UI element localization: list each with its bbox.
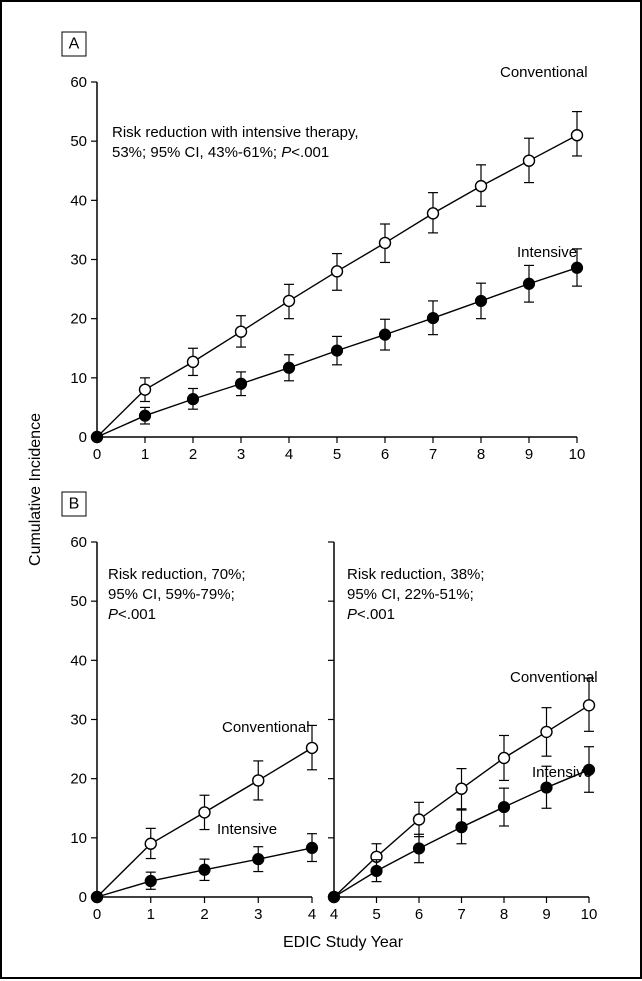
marker-intensive — [188, 394, 199, 405]
panel-a: 0 10 20 30 40 50 60 0 1 2 3 4 5 6 7 8 9 10 A Risk reduction… — [62, 32, 588, 463]
x-tick-label: 7 — [429, 446, 437, 463]
x-tick-label: 10 — [569, 446, 586, 463]
marker-conventional — [499, 752, 510, 763]
marker-intensive — [371, 865, 382, 876]
y-tick-label: 30 — [70, 252, 87, 269]
series-label-intensive: Intensive — [532, 764, 592, 781]
x-tick-label: 0 — [93, 446, 101, 463]
marker-intensive — [145, 876, 156, 887]
marker-intensive — [329, 892, 340, 903]
marker-conventional — [188, 356, 199, 367]
y-tick-label: 20 — [70, 771, 87, 788]
panel-label: A — [69, 36, 80, 53]
y-axis-title: Cumulative Incidence — [27, 413, 44, 566]
y-tick-label: 50 — [70, 133, 87, 150]
y-tick-label: 10 — [70, 370, 87, 387]
marker-intensive — [524, 278, 535, 289]
marker-intensive — [253, 854, 264, 865]
series-label-intensive: Intensive — [217, 821, 277, 838]
figure-frame: 0102030405060012345678910ARisk reduction… — [0, 0, 642, 979]
marker-conventional — [332, 266, 343, 277]
marker-conventional — [140, 384, 151, 395]
marker-intensive — [284, 362, 295, 373]
marker-intensive — [332, 345, 343, 356]
series-label-conventional: Conventional — [222, 719, 310, 736]
y-tick-label: 20 — [70, 311, 87, 328]
marker-intensive — [499, 802, 510, 813]
x-tick-label: 8 — [500, 906, 508, 923]
marker-conventional — [414, 814, 425, 825]
marker-intensive — [414, 843, 425, 854]
marker-intensive — [456, 822, 467, 833]
x-tick-label: 6 — [415, 906, 423, 923]
x-tick-label: 2 — [200, 906, 208, 923]
marker-conventional — [307, 742, 318, 753]
marker-conventional — [524, 155, 535, 166]
marker-intensive — [380, 329, 391, 340]
panel-label: B — [69, 496, 80, 513]
y-tick-label: 50 — [70, 593, 87, 610]
marker-conventional — [199, 807, 210, 818]
x-tick-label: 0 — [93, 906, 101, 923]
series-label-intensive: Intensive — [517, 244, 577, 261]
y-tick-label: 30 — [70, 712, 87, 729]
x-tick-label: 5 — [372, 906, 380, 923]
x-tick-label: 9 — [542, 906, 550, 923]
series-label-conventional: Conventional — [510, 669, 598, 686]
marker-conventional — [584, 700, 595, 711]
y-tick-label: 60 — [70, 74, 87, 91]
marker-intensive — [572, 262, 583, 273]
figure-svg: 0102030405060012345678910ARisk reduction… — [2, 2, 642, 981]
panel-b-left: 0 10 20 30 40 50 60 0 1 2 3 4 B Risk reduction, 70%;9… — [62, 492, 318, 923]
marker-conventional — [456, 783, 467, 794]
y-tick-label: 40 — [70, 192, 87, 209]
marker-intensive — [236, 378, 247, 389]
marker-intensive — [541, 782, 552, 793]
x-tick-label: 2 — [189, 446, 197, 463]
x-tick-label: 9 — [525, 446, 533, 463]
marker-conventional — [284, 295, 295, 306]
x-tick-label: 1 — [141, 446, 149, 463]
x-tick-label: 1 — [147, 906, 155, 923]
y-tick-label: 40 — [70, 652, 87, 669]
marker-conventional — [476, 181, 487, 192]
marker-conventional — [145, 838, 156, 849]
x-tick-label: 3 — [237, 446, 245, 463]
marker-intensive — [428, 313, 439, 324]
x-tick-label: 3 — [254, 906, 262, 923]
series-label-conventional: Conventional — [500, 64, 588, 81]
marker-conventional — [380, 237, 391, 248]
y-tick-label: 10 — [70, 830, 87, 847]
marker-intensive — [92, 432, 103, 443]
y-tick-label: 60 — [70, 534, 87, 551]
marker-conventional — [236, 326, 247, 337]
risk-reduction-annotation: Risk reduction, 70%;95% CI, 59%-79%;P<.0… — [108, 566, 246, 623]
marker-intensive — [199, 864, 210, 875]
x-tick-label: 10 — [581, 906, 598, 923]
marker-intensive — [307, 842, 318, 853]
y-tick-label: 0 — [79, 889, 87, 906]
marker-conventional — [253, 775, 264, 786]
x-tick-label: 5 — [333, 446, 341, 463]
y-tick-label: 0 — [79, 429, 87, 446]
x-tick-label: 4 — [308, 906, 316, 923]
marker-conventional — [428, 208, 439, 219]
marker-intensive — [476, 295, 487, 306]
x-tick-label: 6 — [381, 446, 389, 463]
x-tick-label: 7 — [457, 906, 465, 923]
risk-reduction-annotation: Risk reduction, 38%;95% CI, 22%-51%;P<.0… — [347, 566, 485, 623]
x-tick-label: 4 — [285, 446, 293, 463]
x-tick-label: 4 — [330, 906, 338, 923]
marker-conventional — [541, 726, 552, 737]
panel-b-right: 4 5 6 7 8 9 10 Risk reduction, 38%;95% CI, 22%-… — [328, 542, 598, 923]
x-axis-title: EDIC Study Year — [283, 934, 404, 951]
marker-conventional — [572, 130, 583, 141]
risk-reduction-annotation: Risk reduction with intensive therapy,53… — [112, 124, 359, 161]
marker-intensive — [140, 410, 151, 421]
marker-intensive — [92, 892, 103, 903]
x-tick-label: 8 — [477, 446, 485, 463]
